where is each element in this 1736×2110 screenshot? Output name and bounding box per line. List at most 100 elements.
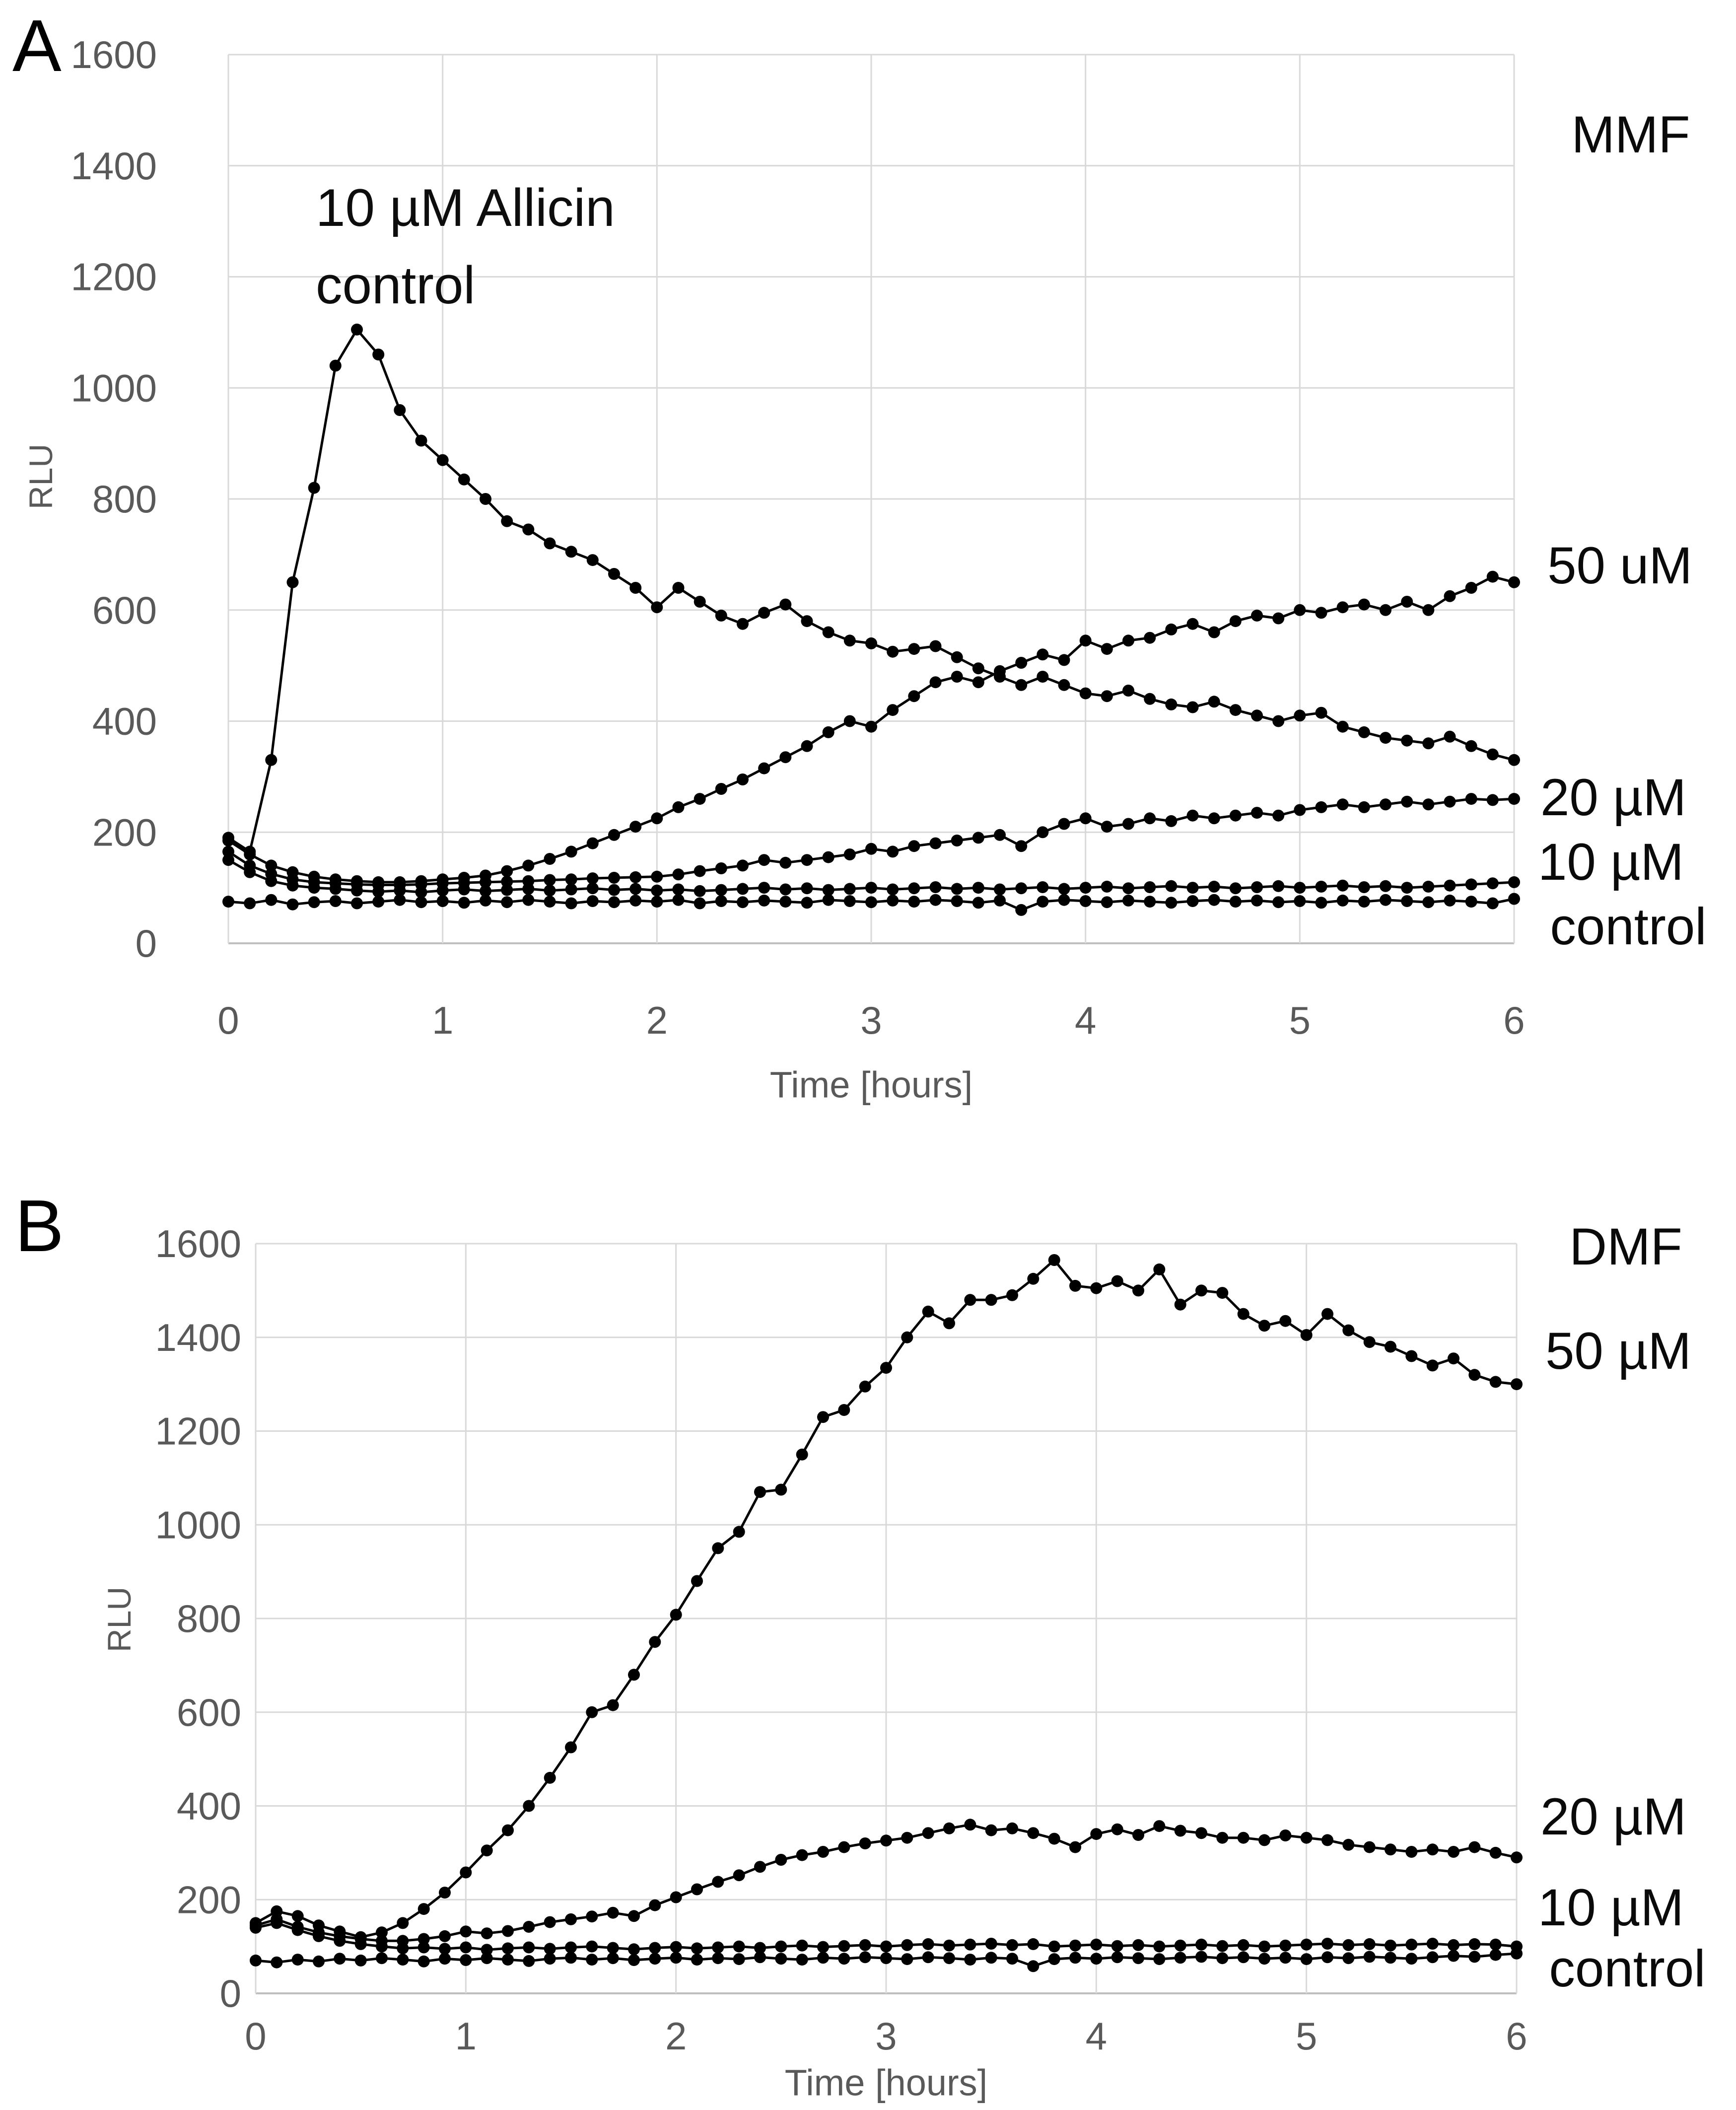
data-point — [481, 1952, 493, 1965]
data-point — [1468, 1369, 1481, 1381]
panel-a-series-label-50um: 50 uM — [1547, 537, 1692, 595]
data-point — [417, 1941, 430, 1954]
data-point — [439, 1953, 451, 1965]
data-point — [964, 1819, 976, 1831]
data-point — [250, 1954, 262, 1967]
data-point — [1122, 818, 1134, 830]
data-point — [586, 895, 599, 907]
data-point — [843, 895, 856, 907]
data-point — [628, 1910, 640, 1922]
data-point — [480, 885, 491, 897]
data-point — [1237, 1939, 1250, 1951]
data-point — [1336, 879, 1349, 892]
data-point — [1508, 576, 1520, 588]
data-point — [1079, 687, 1092, 700]
data-point — [460, 1866, 472, 1879]
data-point — [460, 1925, 472, 1938]
data-point — [1272, 880, 1285, 892]
data-point — [501, 875, 513, 888]
data-point — [1015, 657, 1028, 669]
data-point — [859, 1380, 871, 1393]
data-point — [1508, 754, 1520, 766]
data-point — [565, 883, 577, 896]
data-point — [715, 862, 727, 874]
data-point — [351, 323, 363, 336]
data-point — [628, 1943, 640, 1956]
data-point — [565, 873, 577, 886]
data-point — [929, 676, 942, 689]
x-tick-label: 5 — [1296, 2014, 1317, 2058]
data-point — [1090, 1828, 1103, 1840]
data-point — [1294, 804, 1306, 816]
data-point — [1342, 1324, 1355, 1336]
data-point — [901, 1331, 913, 1343]
data-point — [964, 1954, 976, 1966]
data-point — [758, 607, 770, 619]
data-point — [865, 882, 877, 894]
data-point — [544, 1916, 556, 1928]
data-point — [1208, 812, 1220, 825]
x-tick-label: 3 — [860, 998, 882, 1042]
data-point — [480, 869, 491, 882]
panel-b-x-axis-title: Time [hours] — [784, 2062, 988, 2104]
data-point — [1111, 1275, 1123, 1287]
data-point — [1144, 881, 1156, 893]
data-point — [1174, 1952, 1186, 1964]
data-point — [1465, 740, 1477, 752]
data-point — [1342, 1952, 1355, 1965]
data-point — [1153, 1263, 1166, 1275]
data-point — [1090, 1282, 1103, 1294]
panel-a-y-axis-title: RLU — [22, 443, 59, 510]
data-point — [586, 1910, 598, 1923]
data-point — [628, 1954, 640, 1966]
data-point — [1058, 883, 1070, 895]
panel-b-series-label-50um: 50 µM — [1545, 1322, 1691, 1380]
data-point — [1315, 801, 1327, 813]
data-point — [544, 1953, 556, 1965]
data-point — [1486, 748, 1499, 761]
data-point — [1237, 1308, 1250, 1320]
data-point — [1132, 1939, 1144, 1951]
data-point — [1294, 709, 1306, 722]
data-point — [1279, 1952, 1292, 1964]
data-point — [1336, 798, 1349, 811]
data-point — [801, 615, 813, 628]
data-point — [1079, 634, 1092, 647]
data-point — [796, 1849, 808, 1861]
data-point — [1279, 1315, 1292, 1327]
data-point — [372, 896, 385, 908]
data-point — [1272, 715, 1285, 727]
y-tick-label: 600 — [92, 588, 157, 632]
data-point — [1465, 582, 1477, 594]
data-point — [1079, 882, 1092, 894]
data-point — [1426, 1951, 1439, 1964]
data-point — [754, 1486, 766, 1498]
data-point — [1195, 1938, 1207, 1951]
data-point — [964, 1938, 976, 1951]
y-tick-label: 800 — [92, 477, 157, 521]
data-point — [1132, 1952, 1144, 1965]
data-point — [1422, 737, 1435, 750]
data-point — [372, 349, 385, 361]
data-point — [607, 1699, 619, 1711]
data-point — [943, 1317, 955, 1330]
data-point — [394, 894, 406, 906]
data-point — [972, 882, 984, 894]
x-tick-label: 5 — [1289, 998, 1311, 1042]
panel-a-series-label-20um: 20 µM — [1540, 769, 1686, 827]
y-tick-label: 1200 — [70, 255, 157, 299]
data-point — [1448, 1939, 1459, 1951]
data-point — [1069, 1939, 1081, 1952]
data-point — [691, 1942, 703, 1955]
data-point — [480, 894, 491, 907]
data-point — [372, 876, 385, 888]
data-point — [1321, 1938, 1333, 1950]
data-point — [694, 865, 706, 877]
data-point — [308, 896, 320, 909]
y-tick-label: 1400 — [155, 1316, 241, 1359]
y-tick-label: 400 — [92, 700, 157, 743]
data-point — [754, 1942, 766, 1954]
data-point — [1153, 1953, 1166, 1966]
data-point — [733, 1953, 745, 1966]
data-point — [1101, 880, 1113, 893]
